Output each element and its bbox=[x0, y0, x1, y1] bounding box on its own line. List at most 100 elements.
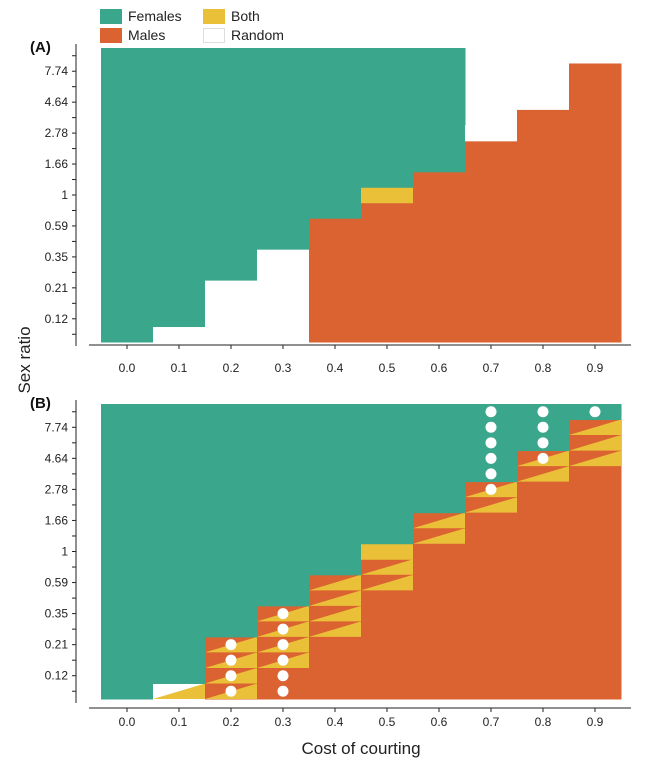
heatmap-cell-females bbox=[413, 48, 466, 173]
heatmap-cell-both-triangle bbox=[205, 683, 257, 699]
heatmap-cell-both-triangle bbox=[309, 574, 361, 591]
x-tick-label: 0.3 bbox=[275, 361, 292, 375]
y-tick-label: 7.74 bbox=[45, 64, 69, 78]
y-tick-label: 4.64 bbox=[45, 95, 69, 109]
y-tick-label: 0.12 bbox=[45, 312, 69, 326]
heatmap-cell-males bbox=[465, 140, 518, 343]
heatmap-cell-males bbox=[361, 202, 414, 343]
heatmap-cell-both-triangle bbox=[153, 683, 205, 699]
y-tick-label: 4.64 bbox=[45, 451, 69, 465]
heatmap-cell-females bbox=[361, 48, 414, 188]
legend-label-random: Random bbox=[231, 27, 284, 43]
y-tick-label: 0.21 bbox=[45, 638, 69, 652]
x-tick-label: 0.8 bbox=[535, 715, 552, 729]
panel-label: (A) bbox=[30, 39, 51, 56]
heatmap-cell-both-triangle bbox=[517, 466, 569, 482]
marker-dot bbox=[589, 406, 601, 418]
x-tick-label: 0.5 bbox=[379, 715, 396, 729]
x-axis-title: Cost of courting bbox=[301, 739, 420, 758]
heatmap-cell-males bbox=[569, 466, 622, 700]
marker-dot bbox=[225, 639, 237, 651]
heatmap-cell-both-triangle bbox=[309, 590, 361, 606]
y-tick-label: 0.35 bbox=[45, 250, 69, 264]
heatmap-cell-females bbox=[309, 404, 362, 576]
heatmap-cell-males bbox=[413, 543, 466, 700]
x-tick-label: 0.4 bbox=[327, 361, 344, 375]
marker-dot bbox=[225, 670, 237, 682]
marker-dot bbox=[277, 670, 289, 682]
legend-swatch-males bbox=[100, 27, 122, 43]
heatmap-cell-both-triangle bbox=[257, 652, 309, 668]
x-tick-label: 0.0 bbox=[119, 361, 136, 375]
heatmap-cell-males bbox=[413, 171, 466, 343]
heatmap-cell-both-triangle bbox=[361, 574, 413, 591]
legend-item-random: Random bbox=[203, 27, 284, 43]
y-tick-label: 1.66 bbox=[45, 513, 69, 527]
heatmap-cell-random bbox=[153, 326, 206, 343]
marker-dot bbox=[277, 639, 289, 651]
heatmap-cell-random bbox=[465, 125, 518, 142]
marker-dot bbox=[537, 452, 549, 464]
x-tick-label: 0.1 bbox=[171, 715, 188, 729]
x-tick-label: 0.6 bbox=[431, 361, 448, 375]
x-tick-label: 0.1 bbox=[171, 361, 188, 375]
marker-dot bbox=[485, 406, 497, 418]
marker-dot bbox=[485, 483, 497, 495]
legend-item-both: Both bbox=[203, 8, 260, 24]
heatmap-cell-males bbox=[465, 512, 518, 700]
marker-dot bbox=[485, 452, 497, 464]
legend: Females Males Both Random bbox=[100, 6, 330, 46]
legend-swatch-random bbox=[203, 27, 225, 43]
heatmap-cell-females bbox=[309, 48, 362, 219]
heatmap-cell-females bbox=[153, 48, 206, 328]
marker-dot bbox=[537, 421, 549, 433]
legend-swatch-females bbox=[100, 8, 122, 24]
marker-dot bbox=[277, 654, 289, 666]
marker-dot bbox=[225, 654, 237, 666]
heatmap-cell-both-triangle bbox=[465, 497, 517, 513]
heatmap-cell-both-triangle bbox=[569, 435, 621, 451]
x-tick-label: 0.6 bbox=[431, 715, 448, 729]
y-tick-label: 0.35 bbox=[45, 607, 69, 621]
panel-label: (B) bbox=[30, 395, 51, 412]
marker-dot bbox=[225, 685, 237, 697]
marker-dot bbox=[485, 468, 497, 480]
y-tick-label: 2.78 bbox=[45, 126, 69, 140]
heatmap-cell-both-triangle bbox=[361, 559, 413, 575]
x-tick-label: 0.2 bbox=[223, 715, 240, 729]
marker-dot bbox=[277, 685, 289, 697]
x-tick-label: 0.7 bbox=[483, 361, 500, 375]
y-tick-label: 2.78 bbox=[45, 482, 69, 496]
heatmap-cell-females bbox=[361, 404, 414, 545]
marker-dot bbox=[485, 421, 497, 433]
legend-label-males: Males bbox=[128, 27, 166, 43]
heatmap-cell-males bbox=[517, 109, 570, 343]
heatmap-cell-both-triangle bbox=[569, 419, 621, 436]
y-tick-label: 1.66 bbox=[45, 157, 69, 171]
y-axis-title: Sex ratio bbox=[15, 326, 34, 393]
y-tick-label: 0.21 bbox=[45, 281, 69, 295]
y-tick-label: 0.12 bbox=[45, 669, 69, 683]
heatmap-cell-males bbox=[569, 63, 622, 343]
heatmap-cell-males bbox=[309, 636, 362, 700]
heatmap-cell-females bbox=[205, 404, 258, 638]
heatmap-cell-females bbox=[153, 404, 206, 684]
marker-dot bbox=[537, 406, 549, 418]
heatmap-cell-random bbox=[257, 249, 310, 343]
marker-dot bbox=[485, 437, 497, 449]
legend-swatch-both bbox=[203, 8, 225, 24]
y-tick-label: 7.74 bbox=[45, 420, 69, 434]
x-tick-label: 0.9 bbox=[587, 361, 604, 375]
x-tick-label: 0.3 bbox=[275, 715, 292, 729]
heatmap-cell-both-triangle bbox=[257, 605, 309, 622]
heatmap-cell-both-triangle bbox=[413, 512, 465, 529]
y-tick-label: 1 bbox=[61, 188, 68, 202]
heatmap-cell-females bbox=[101, 48, 154, 343]
legend-label-females: Females bbox=[128, 8, 182, 24]
heatmap-cell-both-triangle bbox=[569, 450, 621, 467]
heatmap-cell-both-triangle bbox=[205, 652, 257, 668]
x-tick-label: 0.0 bbox=[119, 715, 136, 729]
heatmap-cell-random bbox=[205, 280, 258, 343]
marker-dot bbox=[277, 623, 289, 635]
